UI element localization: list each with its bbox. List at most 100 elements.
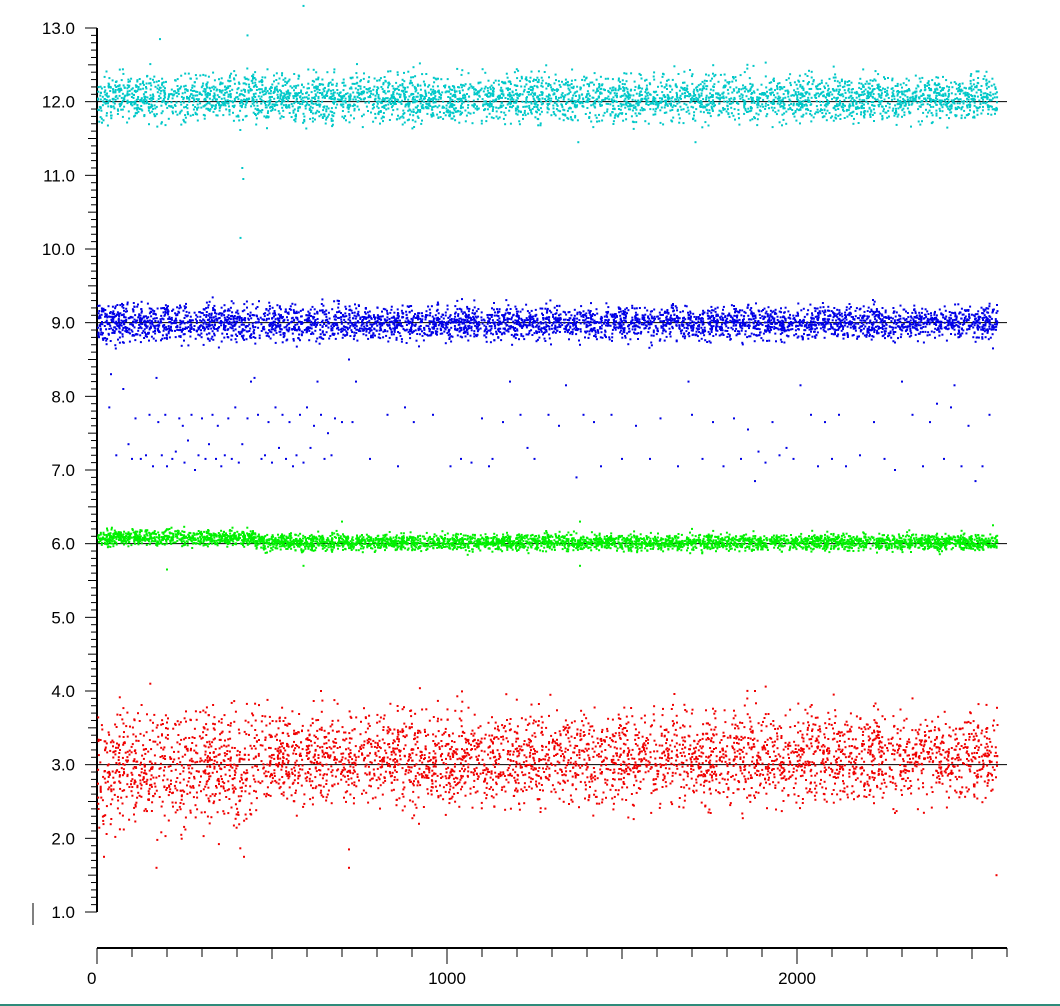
data-point (286, 91, 289, 94)
data-point (117, 109, 120, 112)
data-point (565, 82, 567, 85)
data-point (912, 97, 915, 100)
data-point (140, 327, 143, 330)
data-point (421, 73, 424, 76)
data-point (810, 114, 813, 117)
data-point (240, 99, 243, 102)
data-point (979, 103, 982, 106)
data-point (987, 112, 990, 115)
data-point (971, 95, 974, 97)
data-point (668, 102, 671, 105)
data-point (573, 103, 576, 106)
data-point (558, 117, 561, 120)
data-point (295, 92, 298, 95)
data-point (899, 315, 902, 318)
data-point (641, 87, 644, 90)
data-point (840, 78, 843, 81)
data-point (495, 110, 498, 113)
data-point (488, 95, 491, 98)
data-point (870, 109, 873, 112)
data-point (553, 89, 556, 92)
data-point (891, 87, 894, 90)
data-point (516, 92, 519, 95)
data-point (226, 99, 229, 102)
data-point (718, 109, 721, 112)
data-point (196, 90, 199, 93)
data-point (756, 124, 759, 127)
data-point (870, 101, 873, 104)
data-point (845, 109, 848, 112)
data-point (180, 95, 183, 98)
data-point (515, 89, 518, 92)
data-point (709, 88, 712, 91)
y-tick-label: 7.0 (51, 461, 75, 480)
data-point (957, 90, 960, 93)
data-point (639, 74, 642, 76)
data-point (592, 102, 595, 105)
data-point (503, 81, 506, 84)
data-point (855, 108, 858, 110)
data-point (462, 101, 465, 104)
data-point (447, 90, 450, 93)
data-point (450, 117, 453, 120)
data-point (185, 105, 187, 108)
y-tick-label: 2.0 (51, 829, 75, 848)
data-point (802, 80, 805, 82)
data-point (881, 117, 884, 120)
data-point (303, 120, 306, 123)
data-point (767, 100, 770, 103)
data-point (357, 88, 360, 91)
data-point (666, 79, 668, 82)
data-point (597, 100, 600, 103)
data-point (960, 88, 963, 91)
data-point (103, 325, 106, 327)
data-point (812, 116, 815, 119)
data-point (256, 104, 259, 107)
data-point (369, 90, 372, 93)
data-point (459, 92, 461, 94)
data-point (472, 111, 475, 114)
data-point (171, 110, 174, 113)
data-point (350, 86, 353, 89)
data-point (239, 104, 242, 107)
data-point (643, 108, 646, 111)
data-point (678, 117, 681, 120)
data-point (906, 89, 909, 92)
data-point (320, 337, 323, 340)
data-point (464, 96, 467, 99)
data-point (826, 103, 829, 106)
data-point (921, 100, 924, 103)
data-point (885, 111, 888, 114)
data-point (152, 95, 155, 98)
data-point (939, 102, 942, 105)
data-point (243, 76, 246, 79)
data-point (903, 101, 906, 104)
data-point (697, 99, 700, 101)
data-point (99, 94, 102, 97)
data-point (416, 83, 419, 86)
data-point (886, 102, 889, 105)
data-point (255, 98, 258, 101)
data-point (686, 91, 689, 93)
data-point (743, 90, 746, 93)
data-point (675, 98, 678, 101)
data-point (670, 104, 672, 107)
data-point (697, 101, 700, 103)
data-point (966, 104, 968, 107)
data-point (973, 94, 976, 97)
data-point (674, 84, 677, 87)
data-point (333, 102, 335, 105)
data-point (938, 83, 941, 86)
data-point (645, 98, 648, 101)
data-point (410, 76, 413, 79)
data-point (476, 93, 479, 96)
data-point (207, 92, 209, 95)
data-point (742, 87, 745, 90)
data-point (906, 99, 909, 102)
data-point (530, 101, 533, 104)
data-point (325, 92, 328, 95)
data-point (525, 105, 528, 108)
data-point (739, 309, 741, 312)
data-point (728, 115, 731, 118)
data-point (445, 104, 448, 107)
